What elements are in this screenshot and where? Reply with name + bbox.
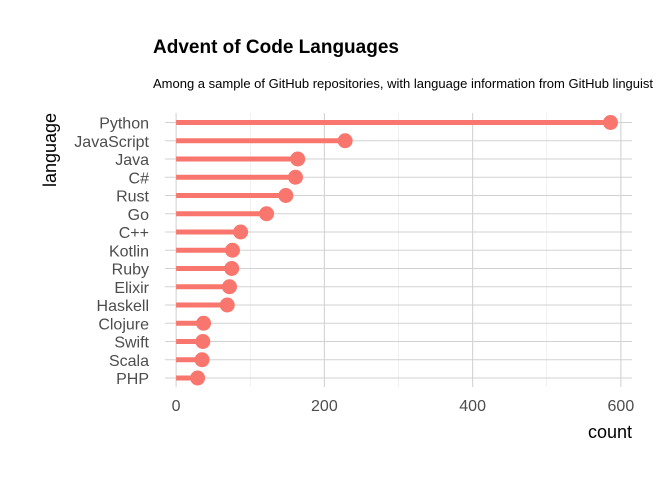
chart-title: Advent of Code Languages [153,37,399,58]
y-tick-label: Go [128,207,149,224]
chart-marks [176,115,619,386]
lollipop-point [195,334,211,349]
y-tick-label: Kotlin [109,243,149,260]
lollipop-point [196,315,212,331]
y-tick-label: Rust [116,189,149,206]
lollipop-point [221,279,237,295]
x-tick-label: 400 [459,398,486,415]
lollipop-point [278,188,294,203]
lollipop-point [603,115,619,130]
lollipop-point [259,206,275,222]
lollipop-point [233,224,249,240]
lollipop-point [290,151,306,167]
lollipop-point [190,370,206,386]
lollipop-point [337,133,353,149]
y-tick-label: Swift [114,335,149,352]
y-tick-label: Scala [109,353,149,370]
x-tick-labels: 0 200 400 600 [172,398,635,415]
y-tick-label: PHP [116,371,149,388]
y-tick-label: Clojure [98,316,149,333]
x-tick-label: 600 [608,398,635,415]
lollipop-point [194,352,210,368]
lollipop-point [287,169,303,185]
y-tick-label: Ruby [112,262,149,279]
y-tick-label: Elixir [114,280,149,297]
y-tick-label: Java [115,152,149,169]
y-tick-label: JavaScript [74,134,149,151]
y-tick-label: Python [99,116,149,133]
chart-subtitle: Among a sample of GitHub repositories, w… [153,76,654,91]
y-tick-label: C++ [119,225,149,242]
x-tick-label: 0 [172,398,181,415]
x-axis-title: count [588,422,632,442]
lollipop-point [224,261,240,276]
y-tick-label: C# [129,170,150,187]
x-tick-label: 200 [311,398,338,415]
y-tick-label: Haskell [97,298,149,315]
lollipop-point [219,297,235,313]
y-axis-title: language [40,113,60,187]
lollipop-point [224,242,240,258]
